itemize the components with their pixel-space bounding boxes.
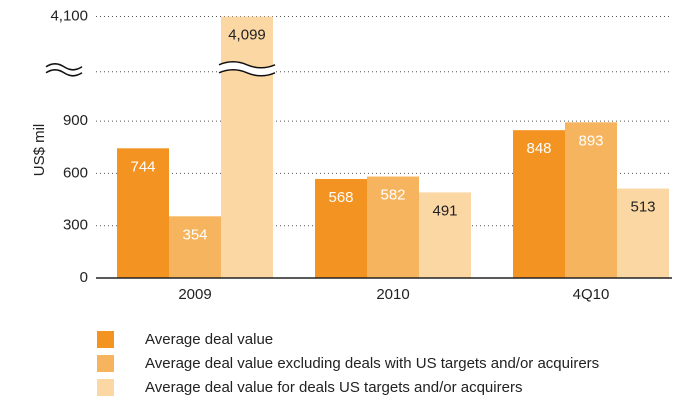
bar xyxy=(513,130,565,278)
bar xyxy=(419,192,471,278)
value-label: 848 xyxy=(526,140,551,157)
x-tick-label: 4Q10 xyxy=(573,286,610,303)
x-tick-label: 2010 xyxy=(376,286,409,303)
bar xyxy=(221,16,273,278)
legend-swatch xyxy=(97,379,114,396)
axis-break-gap xyxy=(219,61,275,76)
bar xyxy=(117,148,169,278)
legend-label: Average deal value for deals US targets … xyxy=(145,379,522,396)
y-tick-label: 4,100 xyxy=(50,7,88,24)
bar xyxy=(315,178,367,278)
axis-break-symbol xyxy=(45,63,83,77)
value-label: 744 xyxy=(130,158,155,175)
axis-break-mark xyxy=(218,61,276,77)
value-label: 568 xyxy=(328,189,353,206)
y-tick-label: 300 xyxy=(63,217,88,234)
y-tick-label: 600 xyxy=(63,164,88,181)
legend-swatch xyxy=(97,331,114,348)
x-tick-label: 2009 xyxy=(178,286,211,303)
bar xyxy=(367,176,419,278)
value-label: 582 xyxy=(380,187,405,204)
bar xyxy=(617,188,669,278)
y-axis-label: US$ mil xyxy=(31,124,48,177)
y-tick-label: 900 xyxy=(63,112,88,129)
value-label: 4,099 xyxy=(228,27,266,44)
y-tick-label: 0 xyxy=(80,269,88,286)
bar xyxy=(169,216,221,278)
legend-label: Average deal value excluding deals with … xyxy=(145,355,599,372)
value-label: 893 xyxy=(578,132,603,149)
value-label: 513 xyxy=(630,199,655,216)
value-label: 491 xyxy=(432,202,457,219)
bar xyxy=(565,122,617,278)
legend-label: Average deal value xyxy=(145,331,273,348)
value-label: 354 xyxy=(182,226,207,243)
legend-swatch xyxy=(97,355,114,372)
